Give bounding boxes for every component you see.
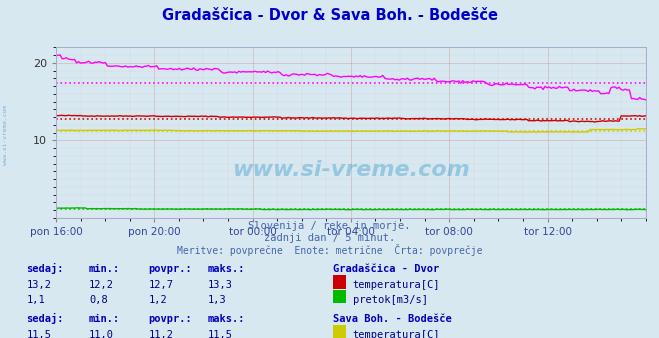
Text: 11,5: 11,5 xyxy=(26,330,51,338)
Text: 13,3: 13,3 xyxy=(208,280,233,290)
Text: sedaj:: sedaj: xyxy=(26,263,64,274)
Text: 13,2: 13,2 xyxy=(26,280,51,290)
Text: Gradaščica - Dvor: Gradaščica - Dvor xyxy=(333,264,439,274)
Text: 0,8: 0,8 xyxy=(89,294,107,305)
Text: Slovenija / reke in morje.: Slovenija / reke in morje. xyxy=(248,221,411,232)
Text: min.:: min.: xyxy=(89,264,120,274)
Text: povpr.:: povpr.: xyxy=(148,264,192,274)
Text: maks.:: maks.: xyxy=(208,314,245,324)
Text: 1,2: 1,2 xyxy=(148,294,167,305)
Text: Gradaščica - Dvor & Sava Boh. - Bodešče: Gradaščica - Dvor & Sava Boh. - Bodešče xyxy=(161,8,498,23)
Text: 1,1: 1,1 xyxy=(26,294,45,305)
Text: www.si-vreme.com: www.si-vreme.com xyxy=(3,105,8,165)
Text: min.:: min.: xyxy=(89,314,120,324)
Text: zadnji dan / 5 minut.: zadnji dan / 5 minut. xyxy=(264,233,395,243)
Text: 11,2: 11,2 xyxy=(148,330,173,338)
Text: 12,7: 12,7 xyxy=(148,280,173,290)
Text: www.si-vreme.com: www.si-vreme.com xyxy=(232,160,470,180)
Text: Sava Boh. - Bodešče: Sava Boh. - Bodešče xyxy=(333,314,451,324)
Text: temperatura[C]: temperatura[C] xyxy=(353,330,440,338)
Text: 12,2: 12,2 xyxy=(89,280,114,290)
Text: pretok[m3/s]: pretok[m3/s] xyxy=(353,294,428,305)
Text: sedaj:: sedaj: xyxy=(26,313,64,324)
Text: 1,3: 1,3 xyxy=(208,294,226,305)
Text: 11,0: 11,0 xyxy=(89,330,114,338)
Text: povpr.:: povpr.: xyxy=(148,314,192,324)
Text: Meritve: povprečne  Enote: metrične  Črta: povprečje: Meritve: povprečne Enote: metrične Črta:… xyxy=(177,244,482,256)
Text: temperatura[C]: temperatura[C] xyxy=(353,280,440,290)
Text: 11,5: 11,5 xyxy=(208,330,233,338)
Text: maks.:: maks.: xyxy=(208,264,245,274)
